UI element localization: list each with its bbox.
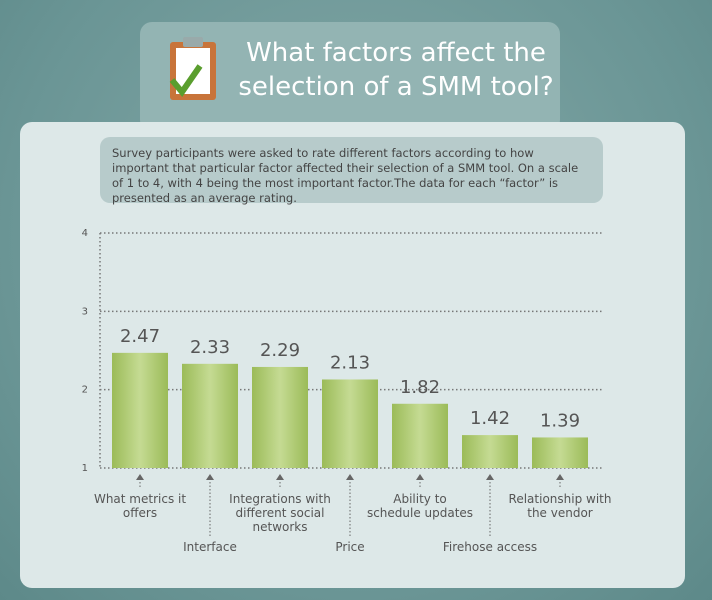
value-label: 2.47 (120, 326, 160, 347)
bar (462, 435, 518, 468)
bar (112, 352, 168, 468)
tick-arrow (276, 474, 284, 480)
tick-arrow (486, 474, 494, 480)
x-tick-label: What metrics it offers (93, 492, 187, 520)
y-tick-label: 4 (82, 228, 88, 239)
value-label: 2.33 (190, 337, 230, 358)
value-label: 1.42 (470, 408, 510, 429)
tick-arrow (206, 474, 214, 480)
title-box (140, 22, 560, 132)
x-tick-label: Firehose access (442, 540, 538, 554)
y-tick-label: 1 (82, 463, 88, 474)
bar (392, 403, 448, 468)
value-label: 1.39 (540, 410, 580, 431)
y-tick-label: 2 (82, 385, 88, 396)
clipboard-icon (169, 37, 216, 100)
value-label: 2.13 (330, 352, 370, 373)
bar (182, 363, 238, 468)
x-tick-label: Price (335, 540, 365, 554)
bar (252, 366, 308, 468)
bar (322, 379, 378, 468)
value-label: 2.29 (260, 340, 300, 361)
tick-arrow (556, 474, 564, 480)
bar (532, 437, 588, 468)
description-box (100, 137, 603, 203)
x-tick-label: Relationship with the vendor (508, 492, 612, 520)
tick-arrow (136, 474, 144, 480)
x-tick-label: Integrations with different social netwo… (229, 492, 331, 534)
description: Survey participants were asked to rate d… (112, 146, 579, 205)
tick-arrow (416, 474, 424, 480)
x-tick-label: Interface (183, 540, 237, 554)
tick-arrow (346, 474, 354, 480)
x-tick-label: Ability to schedule updates (366, 492, 474, 520)
y-tick-label: 3 (82, 306, 88, 317)
panel (20, 122, 685, 588)
chart-title: What factors affect the selection of a S… (238, 38, 554, 102)
value-label: 1.82 (400, 377, 440, 398)
